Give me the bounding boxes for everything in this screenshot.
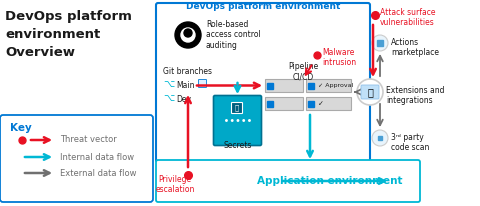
Circle shape (357, 79, 383, 105)
FancyBboxPatch shape (306, 79, 351, 92)
Text: External data flow: External data flow (60, 169, 136, 178)
Text: Attack surface
vulnerabilities: Attack surface vulnerabilities (380, 8, 435, 27)
Circle shape (181, 28, 195, 42)
Text: ⌥: ⌥ (163, 93, 174, 103)
Text: Key: Key (10, 123, 32, 133)
FancyBboxPatch shape (306, 97, 351, 110)
Text: Secrets: Secrets (223, 141, 252, 150)
Text: ✓: ✓ (318, 101, 324, 107)
Text: Malware
intrusion: Malware intrusion (322, 48, 356, 67)
FancyBboxPatch shape (361, 85, 379, 99)
Text: Extensions and
integrations: Extensions and integrations (386, 86, 444, 105)
Text: Pipeline
CI/CD: Pipeline CI/CD (288, 62, 318, 81)
Circle shape (372, 35, 388, 51)
Text: DevOps platform environment: DevOps platform environment (186, 2, 340, 11)
FancyBboxPatch shape (156, 160, 420, 202)
FancyBboxPatch shape (265, 79, 303, 92)
Text: Role-based
access control
auditing: Role-based access control auditing (206, 20, 261, 50)
Text: 🖥: 🖥 (367, 87, 373, 97)
Text: Privilege
escalation: Privilege escalation (156, 175, 195, 194)
Circle shape (372, 130, 388, 146)
Text: ⌥: ⌥ (163, 79, 174, 89)
Text: Git branches: Git branches (163, 67, 212, 76)
Text: Main: Main (176, 81, 194, 90)
Text: 3ʳᵈ party
code scan: 3ʳᵈ party code scan (391, 133, 430, 152)
Text: DevOps platform
environment
Overview: DevOps platform environment Overview (5, 10, 132, 59)
FancyBboxPatch shape (214, 96, 262, 145)
FancyBboxPatch shape (265, 97, 303, 110)
Text: 🔒: 🔒 (235, 105, 239, 111)
Text: Internal data flow: Internal data flow (60, 152, 134, 162)
Circle shape (175, 22, 201, 48)
Circle shape (184, 29, 192, 37)
FancyBboxPatch shape (199, 80, 206, 88)
Text: Dev: Dev (176, 95, 191, 104)
FancyBboxPatch shape (156, 3, 370, 162)
FancyBboxPatch shape (0, 115, 153, 202)
Text: ✓ Approval: ✓ Approval (318, 83, 353, 88)
Text: ● ● ● ● ●: ● ● ● ● ● (225, 117, 251, 123)
FancyBboxPatch shape (231, 103, 242, 114)
Text: Threat vector: Threat vector (60, 136, 117, 144)
Text: Actions
marketplace: Actions marketplace (391, 38, 439, 57)
Text: Application environment: Application environment (257, 176, 403, 186)
